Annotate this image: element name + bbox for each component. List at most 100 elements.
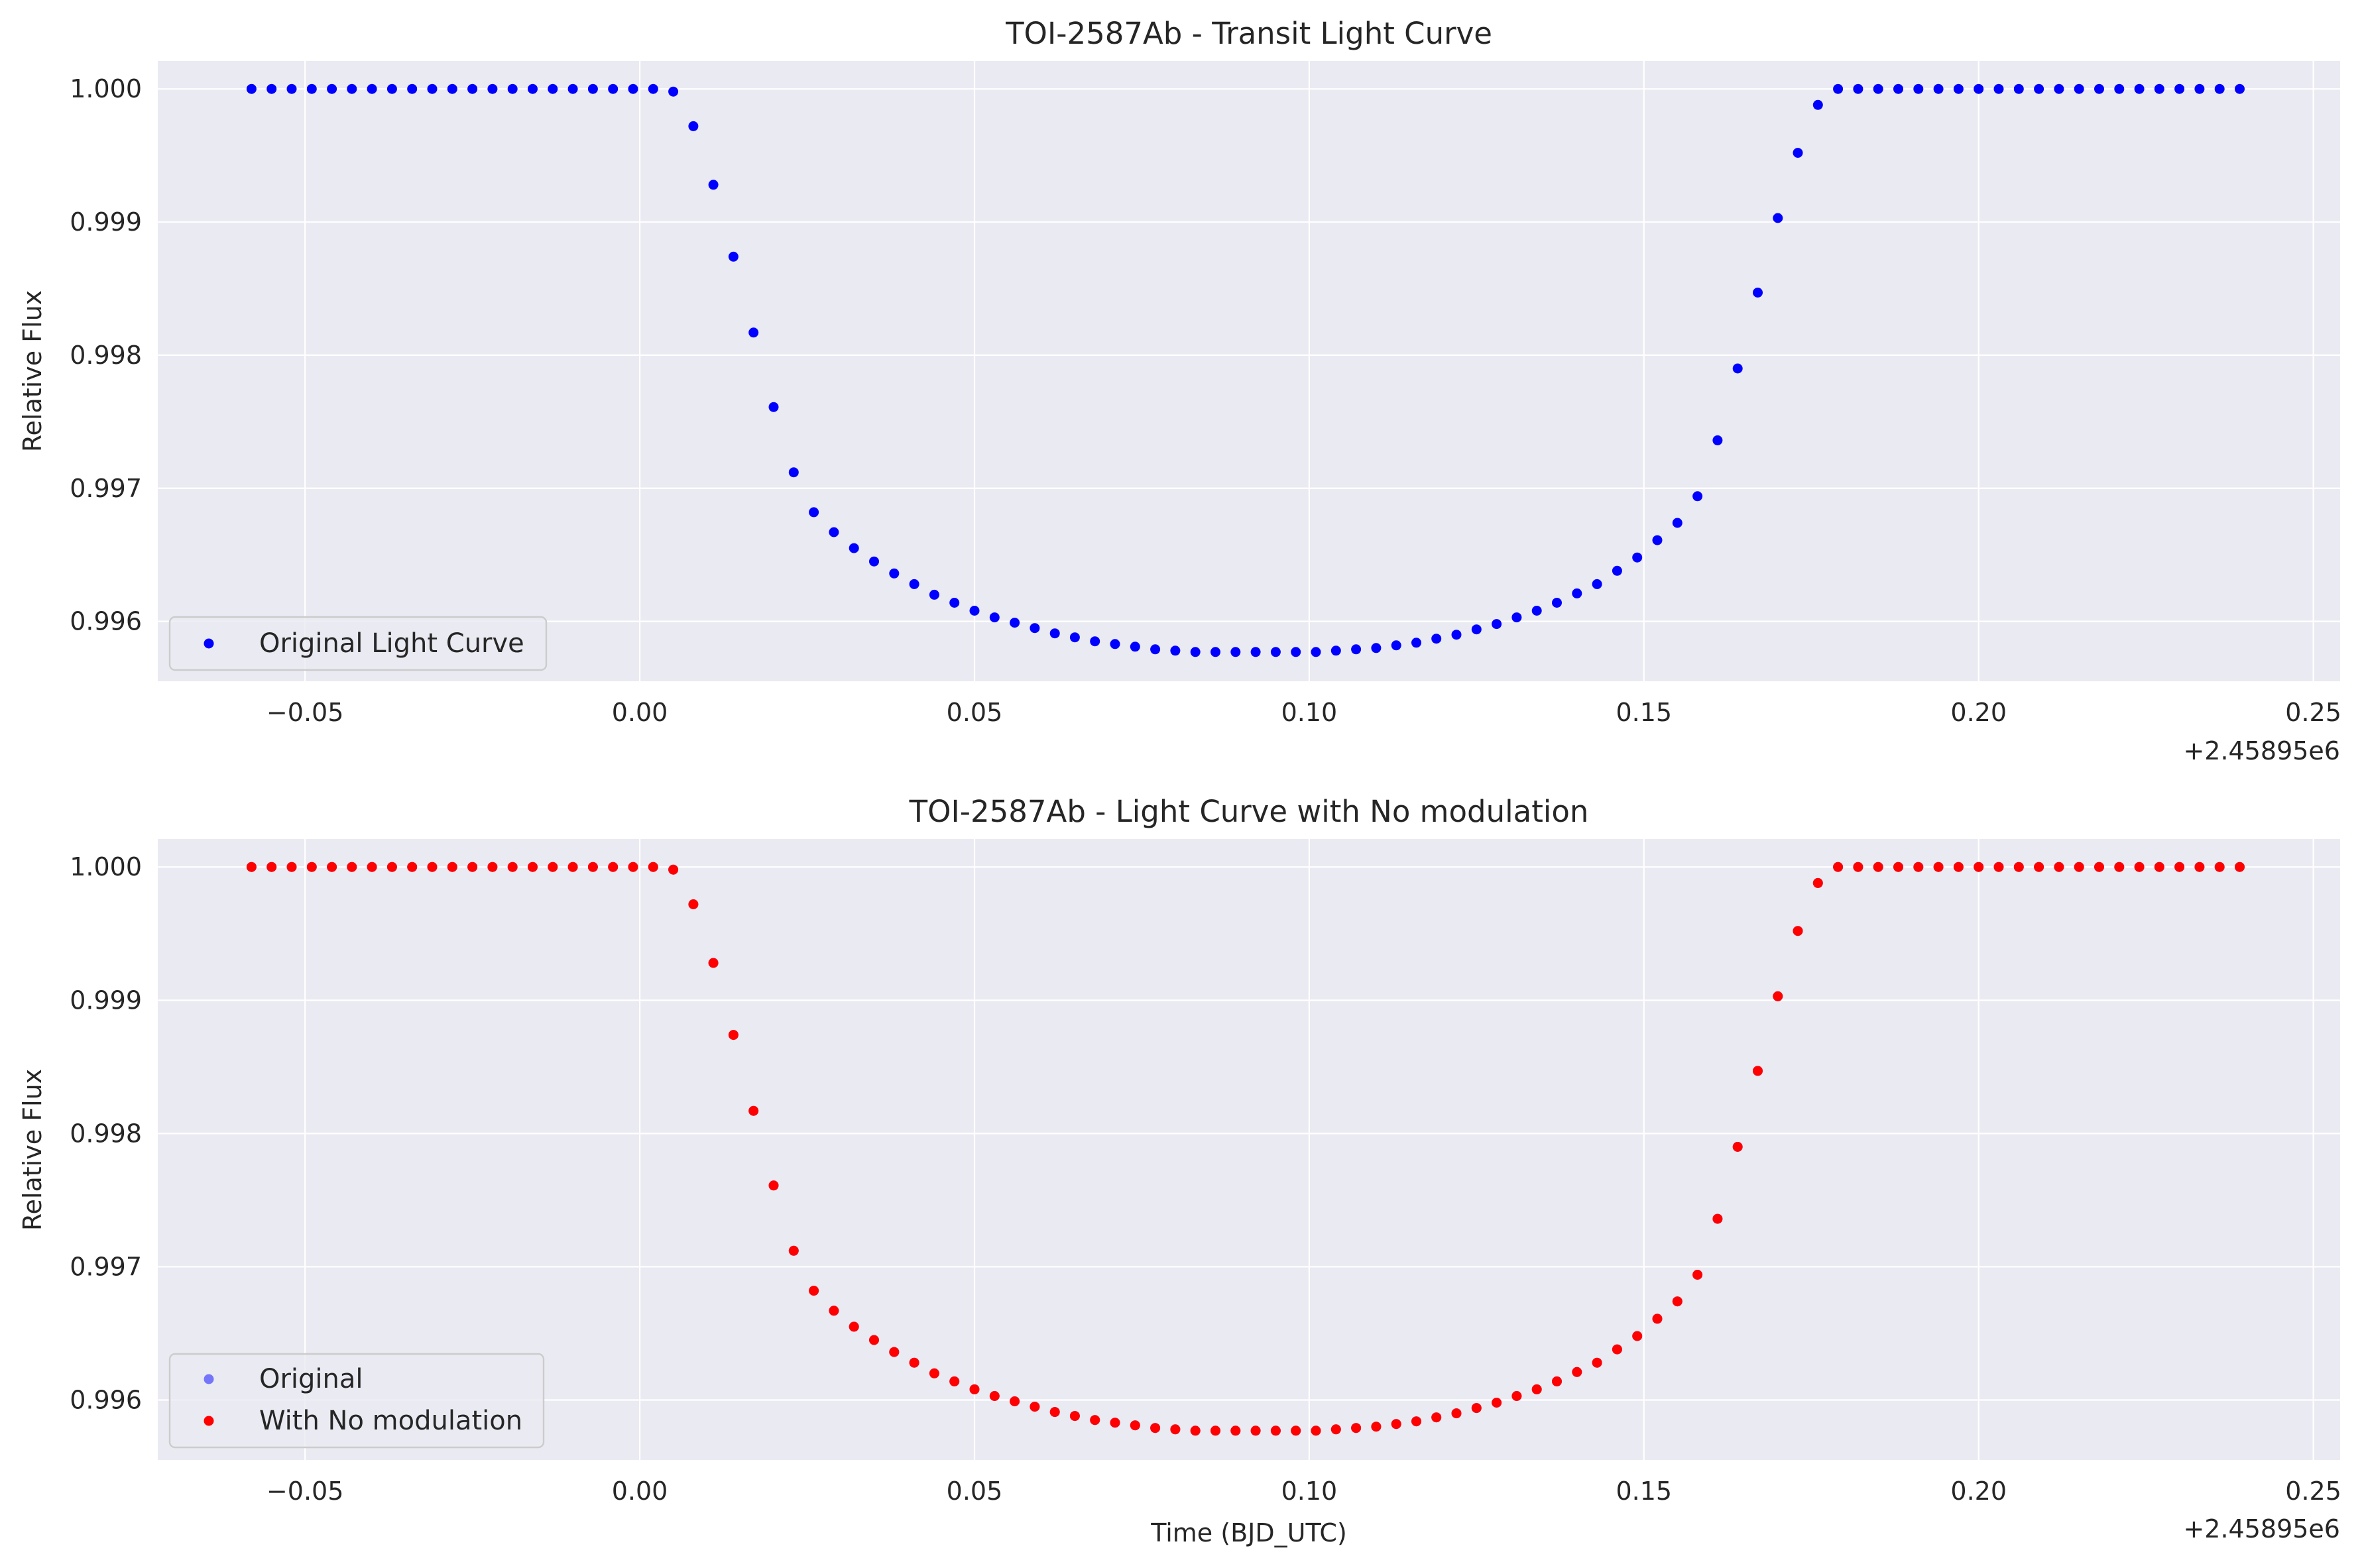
data-point-with-no-modulation — [628, 862, 638, 872]
data-point-with-no-modulation — [668, 864, 679, 875]
data-point-original-light-curve — [528, 84, 538, 94]
data-point-with-no-modulation — [327, 862, 337, 872]
data-point-with-no-modulation — [648, 862, 658, 872]
top-chart-points — [246, 84, 2245, 657]
data-point-original-light-curve — [1030, 623, 1040, 634]
data-point-original-light-curve — [1471, 624, 1482, 635]
data-point-original-light-curve — [1190, 647, 1201, 657]
data-point-with-no-modulation — [1672, 1296, 1683, 1307]
data-point-with-no-modulation — [306, 862, 317, 872]
x-tick-label: 0.10 — [1281, 698, 1338, 727]
data-point-original-light-curve — [386, 84, 397, 94]
data-point-original-light-curve — [1592, 579, 1602, 589]
legend-label-original: Original — [259, 1364, 363, 1394]
data-point-original-light-curve — [2013, 84, 2024, 94]
data-point-original-light-curve — [1712, 435, 1723, 445]
data-point-with-no-modulation — [2114, 862, 2125, 872]
data-point-with-no-modulation — [1793, 926, 1803, 936]
data-point-original-light-curve — [1652, 535, 1663, 545]
data-point-original-light-curve — [969, 606, 980, 616]
data-point-original-light-curve — [668, 86, 679, 97]
data-point-original-light-curve — [1692, 491, 1703, 502]
data-point-original-light-curve — [1853, 84, 1863, 94]
data-point-with-no-modulation — [1953, 862, 1964, 872]
data-point-original-light-curve — [1250, 647, 1261, 657]
data-point-with-no-modulation — [427, 862, 438, 872]
data-point-original-light-curve — [266, 84, 277, 94]
data-point-with-no-modulation — [849, 1321, 859, 1332]
data-point-with-no-modulation — [1170, 1424, 1181, 1435]
data-point-with-no-modulation — [748, 1105, 759, 1116]
bottom-chart-x-ticks: −0.05 0.00 0.05 0.10 0.15 0.20 0.25 — [266, 1477, 2341, 1506]
data-point-original-light-curve — [909, 579, 919, 589]
data-point-original-light-curve — [1010, 618, 1020, 628]
x-tick-label: 0.20 — [1950, 698, 2007, 727]
top-chart-legend: Original Light Curve — [168, 616, 548, 671]
data-point-with-no-modulation — [347, 862, 357, 872]
data-point-original-light-curve — [407, 84, 418, 94]
data-point-original-light-curve — [2194, 84, 2205, 94]
data-point-with-no-modulation — [1812, 877, 1823, 888]
data-point-original-light-curve — [2214, 84, 2225, 94]
data-point-with-no-modulation — [1492, 1398, 1502, 1408]
data-point-original-light-curve — [788, 467, 799, 478]
top-chart-x-ticks: −0.05 0.00 0.05 0.10 0.15 0.20 0.25 — [266, 698, 2341, 727]
data-point-original-light-curve — [567, 84, 578, 94]
data-point-with-no-modulation — [1190, 1426, 1201, 1436]
data-point-original-light-curve — [1672, 518, 1683, 528]
data-point-with-no-modulation — [1893, 862, 1903, 872]
top-chart-y-ticks: 0.996 0.997 0.998 0.999 1.000 — [70, 74, 142, 636]
x-tick-label: 0.10 — [1281, 1477, 1338, 1506]
data-point-original-light-curve — [869, 556, 879, 567]
data-point-original-light-curve — [1773, 213, 1783, 223]
data-point-with-no-modulation — [2235, 862, 2245, 872]
data-point-original-light-curve — [1110, 639, 1120, 649]
data-point-original-light-curve — [1351, 644, 1362, 655]
data-point-original-light-curve — [367, 84, 377, 94]
legend-marker-original-light-curve — [204, 638, 214, 649]
data-point-with-no-modulation — [1632, 1331, 1643, 1341]
data-point-with-no-modulation — [2094, 862, 2104, 872]
legend-label-with-no-modulation: With No modulation — [259, 1406, 522, 1436]
data-point-with-no-modulation — [2154, 862, 2164, 872]
data-point-original-light-curve — [1391, 640, 1401, 651]
data-point-with-no-modulation — [1773, 991, 1783, 1001]
data-point-with-no-modulation — [548, 862, 558, 872]
legend-marker-original — [204, 1374, 214, 1384]
data-point-with-no-modulation — [1612, 1344, 1622, 1355]
data-point-with-no-modulation — [2013, 862, 2024, 872]
data-point-with-no-modulation — [1451, 1408, 1462, 1419]
data-point-with-no-modulation — [1833, 862, 1844, 872]
data-point-with-no-modulation — [1411, 1416, 1421, 1427]
legend-marker-with-no-modulation — [204, 1416, 214, 1426]
bottom-chart-legend-frame — [168, 1353, 545, 1449]
data-point-with-no-modulation — [1853, 862, 1863, 872]
y-tick-label: 0.998 — [70, 341, 142, 370]
data-point-original-light-curve — [1090, 636, 1100, 647]
data-point-original-light-curve — [1974, 84, 1984, 94]
data-point-original-light-curve — [587, 84, 598, 94]
data-point-with-no-modulation — [1572, 1367, 1582, 1377]
data-point-with-no-modulation — [1732, 1142, 1743, 1152]
data-point-original-light-curve — [2114, 84, 2125, 94]
y-tick-label: 1.000 — [70, 852, 142, 881]
bottom-chart-y-axis-label: Relative Flux — [18, 1069, 47, 1231]
bottom-chart-legend: Original With No modulation — [168, 1353, 545, 1449]
x-tick-label: 0.05 — [947, 698, 1003, 727]
data-point-with-no-modulation — [2194, 862, 2205, 872]
data-point-original-light-curve — [1150, 644, 1161, 655]
data-point-original-light-curve — [1732, 363, 1743, 374]
data-point-original-light-curve — [447, 84, 457, 94]
data-point-original-light-curve — [2174, 84, 2185, 94]
data-point-with-no-modulation — [909, 1357, 919, 1368]
data-point-with-no-modulation — [1692, 1270, 1703, 1280]
data-point-original-light-curve — [1049, 628, 1060, 639]
data-point-original-light-curve — [1572, 588, 1582, 598]
data-point-original-light-curve — [1492, 619, 1502, 630]
data-point-original-light-curve — [2034, 84, 2044, 94]
data-point-original-light-curve — [989, 612, 1000, 623]
data-point-with-no-modulation — [467, 862, 478, 872]
data-point-original-light-curve — [2134, 84, 2145, 94]
y-tick-label: 1.000 — [70, 74, 142, 103]
y-tick-label: 0.999 — [70, 207, 142, 237]
